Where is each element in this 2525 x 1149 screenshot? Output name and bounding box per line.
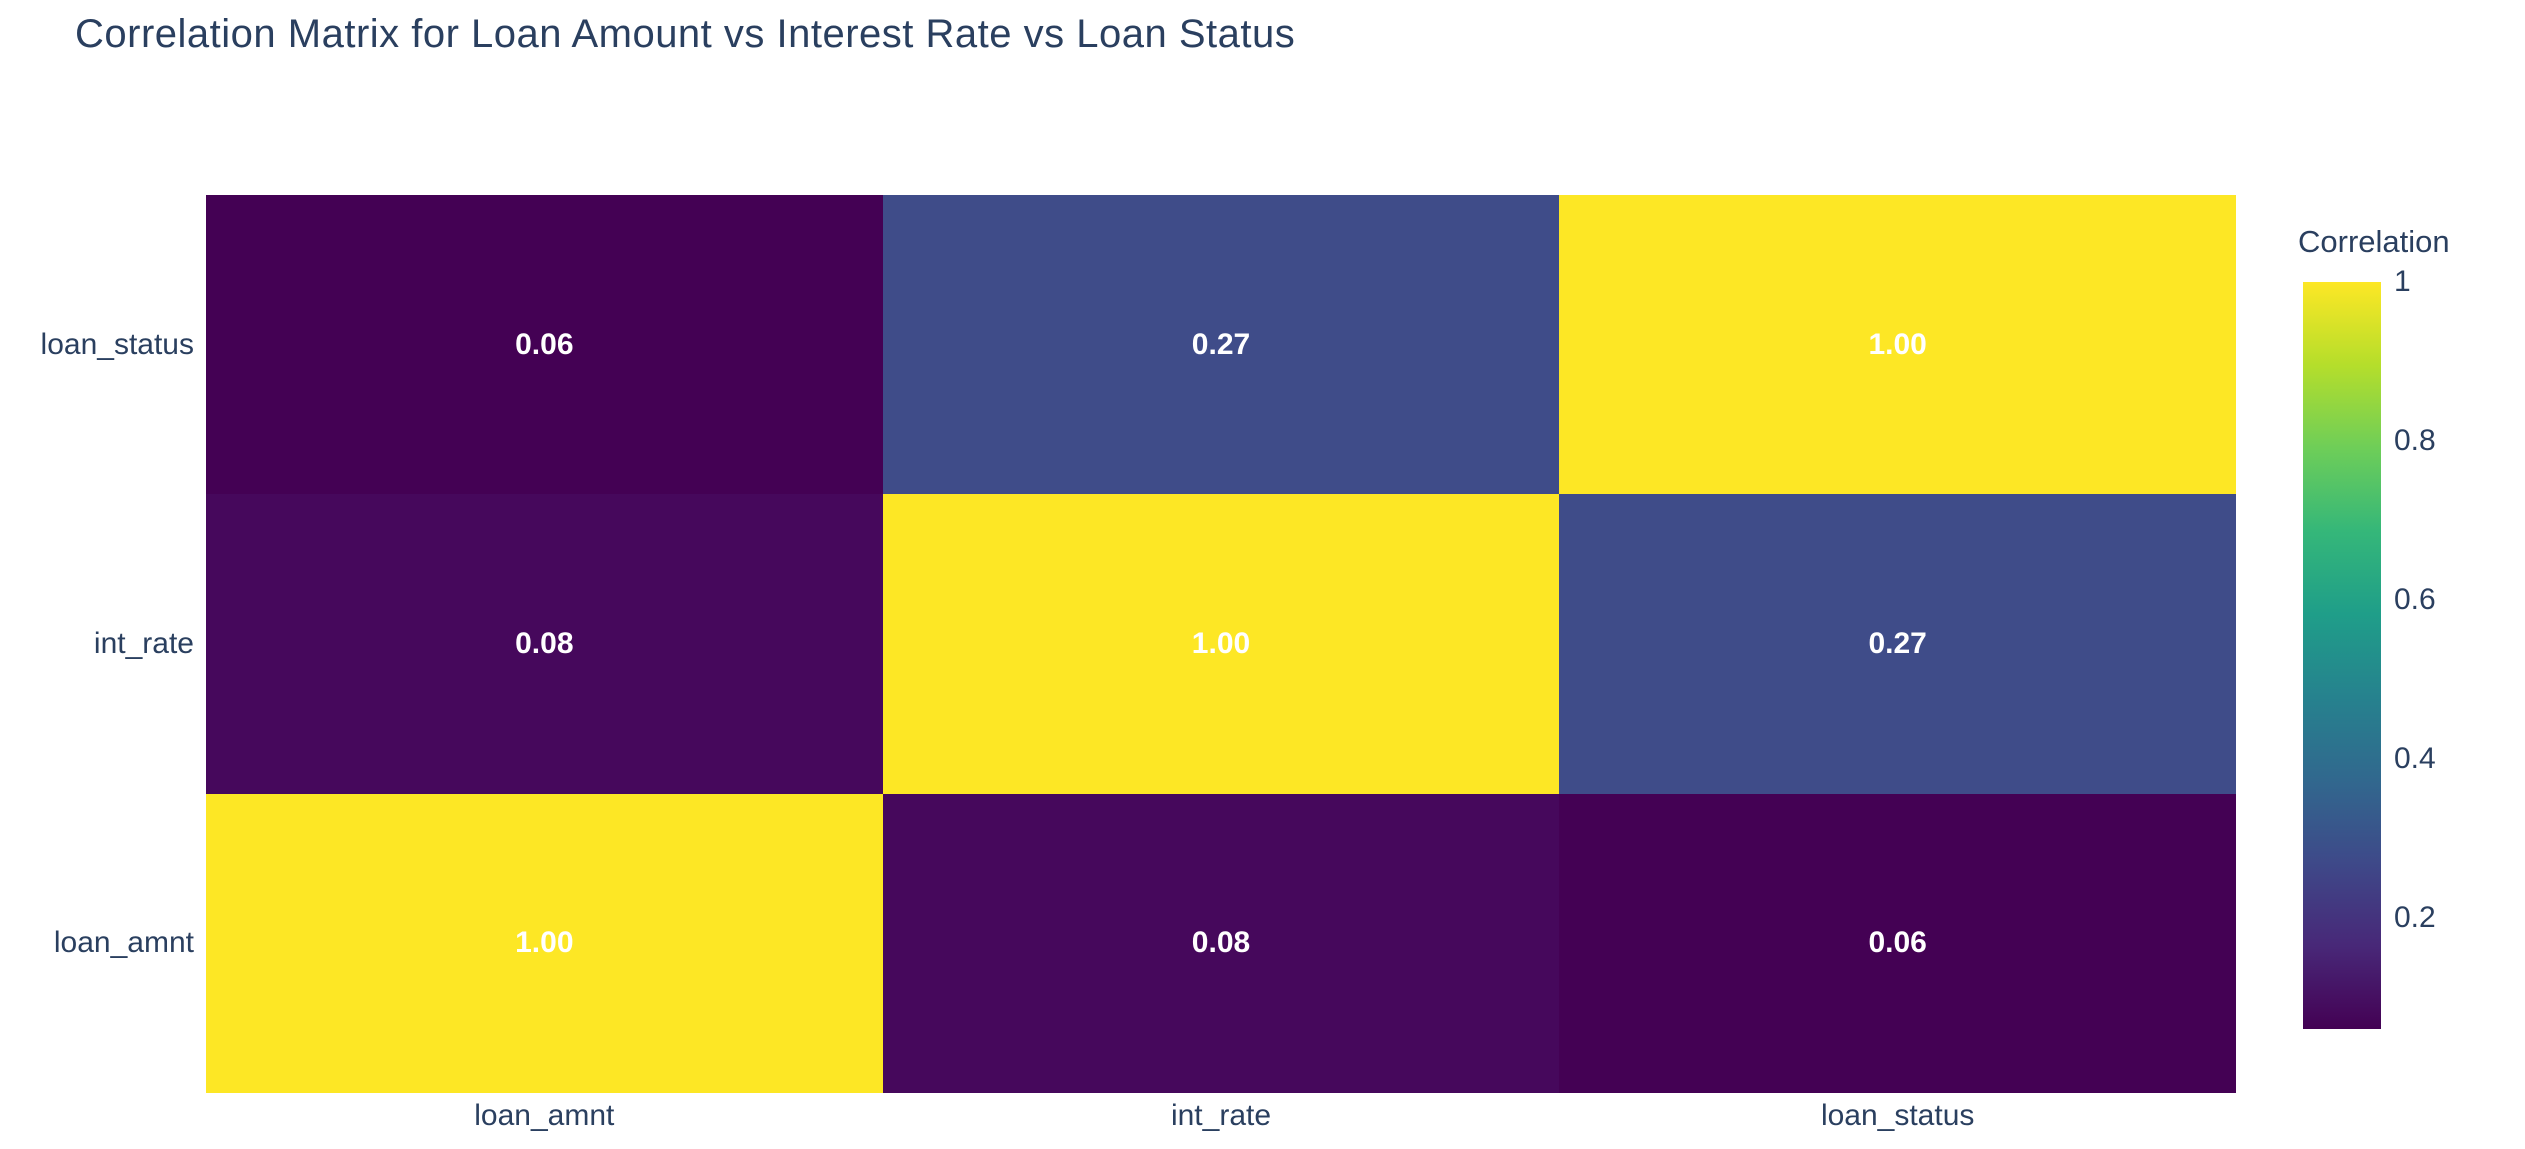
x-tick-label-int_rate: int_rate (1170, 1099, 1272, 1132)
heatmap-cell-loan_status-loan_amnt[interactable]: 0.06 (206, 195, 883, 495)
colorbar-tick-label-0.4: 0.4 (2394, 741, 2436, 775)
heatmap-cell-int_rate-int_rate[interactable]: 1.00 (882, 494, 1560, 794)
colorbar-tick-label-0.8: 0.8 (2394, 423, 2436, 457)
heatmap-cell-int_rate-loan_status[interactable]: 0.27 (1559, 494, 2236, 794)
heatmap-cell-loan_amnt-loan_amnt[interactable]: 1.00 (206, 793, 883, 1093)
x-tick-label-loan_status: loan_status (1820, 1099, 1975, 1132)
y-tick-label-int_rate: int_rate (93, 626, 194, 660)
heatmap-cell-int_rate-loan_amnt[interactable]: 0.08 (206, 494, 883, 794)
heatmap-grid: 0.06 0.27 1.00 0.08 1.00 0.27 1.00 0.08 0.06 (206, 195, 2236, 1093)
heatmap-cell-loan_status-int_rate[interactable]: 0.27 (882, 195, 1560, 495)
colorbar-tick-label-0.2: 0.2 (2394, 900, 2436, 934)
colorbar-tick-label-1: 1 (2394, 265, 2411, 298)
heatmap-cell-loan_status-loan_status[interactable]: 1.00 (1559, 195, 2236, 495)
y-tick-label-loan_amnt: loan_amnt (53, 926, 194, 960)
colorbar-gradient (2303, 282, 2381, 1029)
x-axis-tick-labels: loan_amnt int_rate loan_status (206, 1099, 2236, 1133)
y-tick-label-loan_status: loan_status (40, 327, 194, 361)
colorbar-tick-label-0.6: 0.6 (2394, 582, 2436, 616)
chart-title: Correlation Matrix for Loan Amount vs In… (75, 12, 1296, 56)
heatmap-cell-loan_amnt-int_rate[interactable]: 0.08 (882, 793, 1560, 1093)
heatmap-cell-loan_amnt-loan_status[interactable]: 0.06 (1559, 793, 2236, 1093)
x-tick-label-loan_amnt: loan_amnt (474, 1099, 615, 1132)
colorbar-title: Correlation (2298, 224, 2450, 259)
